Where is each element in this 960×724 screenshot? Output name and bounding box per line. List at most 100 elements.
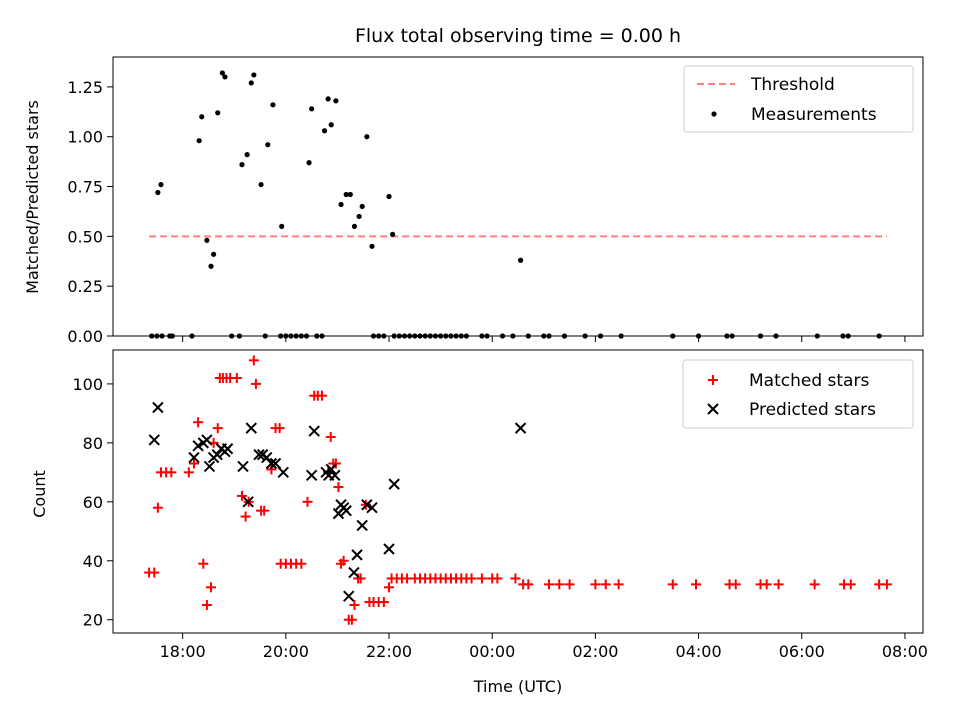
measurement-point (386, 193, 392, 200)
measurement-point (351, 223, 358, 229)
y-tick-label: 80 (83, 434, 103, 453)
top-plot-frame (112, 56, 924, 337)
y-tick-label: 0.50 (67, 227, 103, 246)
matched-star-point (149, 567, 160, 578)
predicted-star-point (348, 566, 360, 579)
predicted-star-point (361, 499, 373, 511)
matched-star-point (809, 579, 820, 590)
predicted-star-point (366, 502, 378, 514)
measurement-point (158, 181, 164, 188)
measurement-point (196, 138, 202, 144)
matched-star-point (523, 579, 534, 590)
measurement-point (239, 162, 245, 168)
matched-star-point (212, 423, 223, 434)
matched-star-point (349, 599, 360, 610)
measurement-point (343, 191, 349, 198)
predicted-star-point (351, 549, 363, 561)
top-y-ticks: 0.00 0.25 0.50 0.75 1.00 1.25 (67, 78, 113, 346)
predicted-star-point (265, 457, 278, 470)
x-tick-label: 18:00 (160, 642, 206, 661)
predicted-star-point (221, 443, 234, 455)
matched-star-point (730, 579, 741, 590)
measurement-point (211, 251, 217, 257)
matched-legend-label: Matched stars (749, 371, 869, 391)
predicted-legend-label: Predicted stars (749, 400, 876, 420)
matched-star-point (325, 431, 336, 442)
predicted-star-point (356, 519, 368, 532)
matched-star-point (476, 573, 487, 584)
predicted-star-point (203, 460, 216, 473)
x-tick-label: 06:00 (779, 642, 825, 661)
predicted-star-point (148, 434, 160, 446)
top-x-ticks (182, 336, 906, 342)
y-tick-label: 60 (83, 493, 103, 512)
predicted-star-point (325, 463, 337, 476)
matched-star-point (231, 373, 242, 384)
measurement-point (325, 96, 331, 102)
matched-star-point (881, 579, 892, 590)
top-panel: 0.00 0.25 0.50 0.75 1.00 1.25 Matched/Predict… (23, 56, 924, 346)
predicted-star-point (237, 460, 249, 473)
measurement-point (248, 80, 254, 86)
measurement-point (309, 106, 315, 112)
y-tick-label: 100 (72, 375, 103, 394)
x-tick-label: 08:00 (882, 642, 928, 661)
matched-star-point (166, 467, 177, 478)
matched-star-point (240, 511, 251, 522)
matched-star-point (259, 505, 270, 516)
x-tick-label: 22:00 (366, 642, 412, 661)
measurement-point (338, 201, 344, 208)
measurement-point (222, 74, 228, 80)
matched-star-point (330, 458, 341, 469)
predicted-star-point (340, 504, 352, 517)
matched-star-point (193, 417, 204, 428)
matched-star-point (296, 558, 307, 569)
matched-star-point (667, 579, 678, 590)
bottom-y-axis-label: Count (30, 470, 49, 518)
measurements-legend-label: Measurements (751, 105, 877, 125)
y-tick-label: 1.25 (67, 78, 103, 97)
matched-star-point (152, 502, 163, 513)
matched-star-point (761, 579, 772, 590)
measurement-point (333, 98, 339, 104)
threshold-legend-label: Threshold (750, 75, 835, 95)
predicted-star-point (245, 422, 257, 434)
measurement-point (347, 191, 353, 198)
matched-star-point (198, 558, 209, 569)
matched-star-point (600, 579, 611, 590)
measurement-point (258, 181, 264, 188)
predicted-star-point (242, 496, 254, 508)
matched-legend-marker (708, 375, 718, 385)
matched-star-point (302, 496, 313, 507)
predicted-star-point (329, 469, 341, 481)
top-legend: Threshold Measurements (683, 65, 914, 133)
matched-star-point (845, 579, 856, 590)
x-tick-label: 00:00 (469, 642, 515, 661)
measurement-point (369, 243, 375, 249)
y-tick-label: 0.00 (67, 327, 103, 346)
matched-star-point (274, 423, 285, 434)
matched-star-point (564, 579, 575, 590)
y-tick-label: 1.00 (67, 128, 103, 147)
predicted-star-point (188, 451, 200, 464)
matched-star-point (189, 458, 199, 469)
matched-star-point (492, 573, 503, 584)
measurement-point (270, 102, 276, 108)
matched-star-point (316, 390, 327, 401)
chart-title: Flux total observing time = 0.00 h (355, 25, 681, 47)
bottom-y-ticks: 20 40 60 80 100 (72, 375, 113, 630)
x-axis-label: Time (UTC) (473, 677, 562, 696)
measurement-point (155, 189, 161, 196)
measurement-point (356, 213, 362, 220)
measurement-point (208, 263, 214, 269)
measurement-point (279, 223, 285, 229)
matched-star-point (510, 573, 521, 584)
x-tick-label: 04:00 (676, 642, 722, 661)
y-tick-label: 0.75 (67, 178, 103, 197)
bottom-legend-box (682, 359, 914, 429)
x-tick-label: 20:00 (263, 642, 309, 661)
matched-star-point (466, 573, 477, 584)
measurements-legend-marker (711, 111, 717, 117)
predicted-star-point (388, 478, 400, 490)
measurement-point (328, 122, 334, 128)
